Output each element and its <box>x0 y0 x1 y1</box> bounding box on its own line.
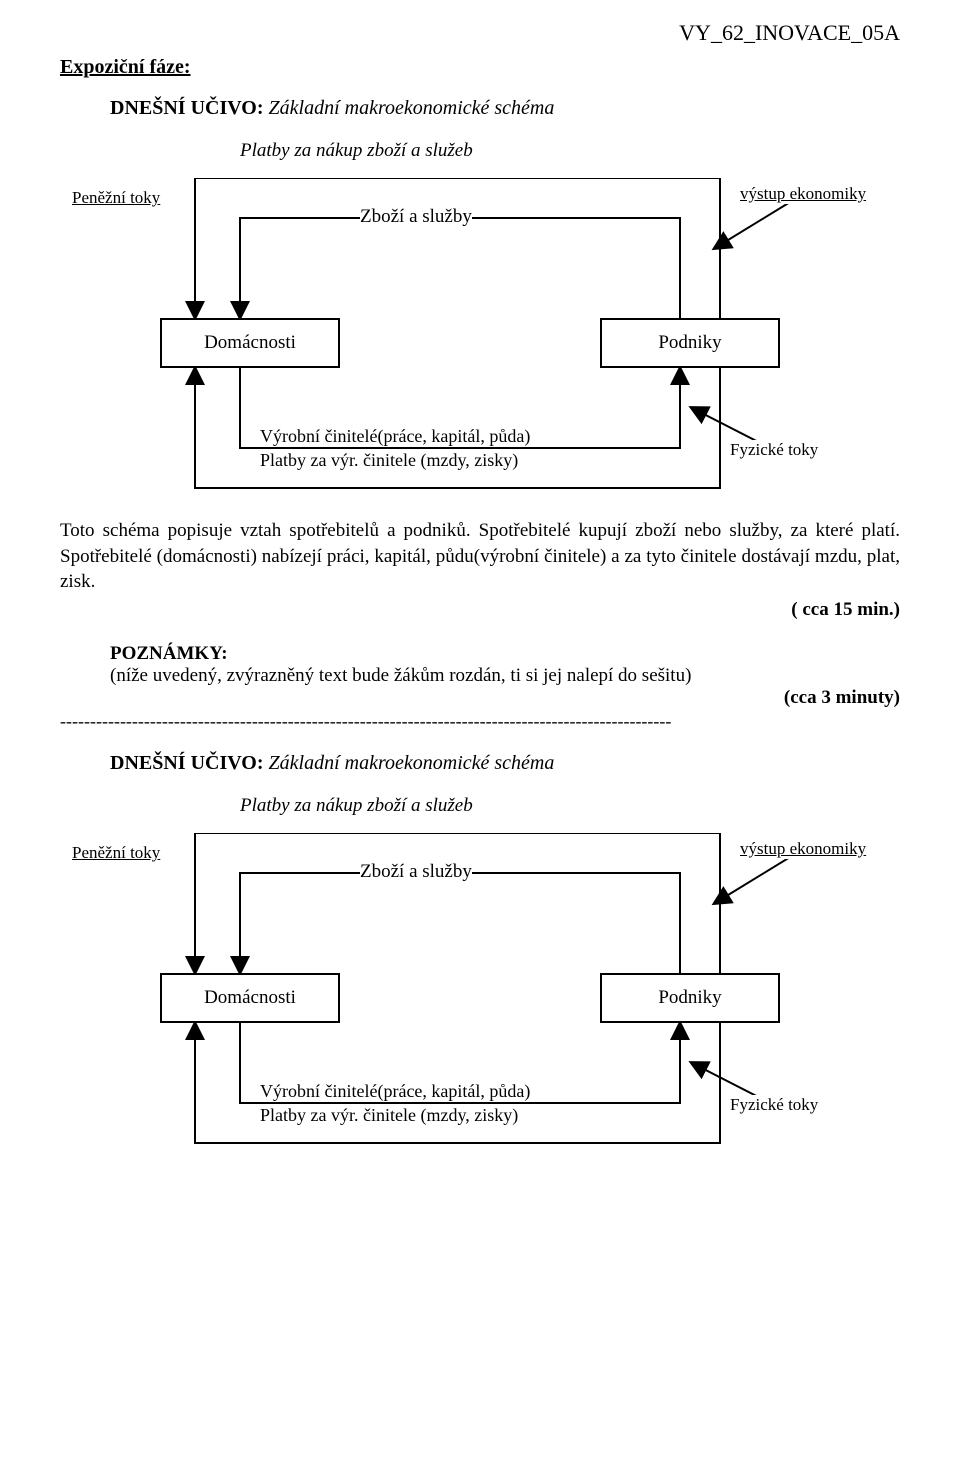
notes-body: (níže uvedený, zvýrazněný text bude žáků… <box>110 665 900 687</box>
box-firms-2: Podniky <box>600 973 780 1023</box>
box-firms: Podniky <box>600 318 780 368</box>
left-flow-label-2: Peněžní toky <box>72 843 160 863</box>
separator-dashes: ----------------------------------------… <box>60 711 900 732</box>
lesson-topic-2: Základní makroekonomické schéma <box>269 752 555 774</box>
macro-diagram-1: Peněžní toky Zboží a služby výstup ekono… <box>80 178 880 498</box>
left-flow-label: Peněžní toky <box>72 188 160 208</box>
time-note-2: (cca 3 minuty) <box>60 687 900 709</box>
page: VY_62_INOVACE_05A Expoziční fáze: DNEŠNÍ… <box>0 0 960 1203</box>
lesson-line: DNEŠNÍ UČIVO: Základní makroekonomické s… <box>110 97 900 120</box>
section-title: Expoziční fáze: <box>60 56 900 79</box>
macro-diagram-2: Peněžní toky Zboží a služby výstup ekono… <box>80 833 880 1153</box>
box-households: Domácnosti <box>160 318 340 368</box>
diagram-top-label-2: Platby za nákup zboží a služeb <box>240 795 900 817</box>
right-flow-label: výstup ekonomiky <box>740 184 866 204</box>
lesson-topic: Základní makroekonomické schéma <box>269 97 555 119</box>
bottom-right-flow: Fyzické toky <box>730 440 818 460</box>
lesson-label-2: DNEŠNÍ UČIVO: <box>110 752 264 774</box>
lesson-label: DNEŠNÍ UČIVO: <box>110 97 264 119</box>
center-label: Zboží a služby <box>360 206 472 228</box>
center-label-2: Zboží a služby <box>360 861 472 883</box>
time-note-1: ( cca 15 min.) <box>60 599 900 621</box>
bottom-line1-2: Výrobní činitelé(práce, kapitál, půda) <box>260 1081 530 1102</box>
explanation-paragraph: Toto schéma popisuje vztah spotřebitelů … <box>60 518 900 595</box>
diagram-top-label: Platby za nákup zboží a služeb <box>240 140 900 162</box>
header-code: VY_62_INOVACE_05A <box>60 20 900 46</box>
bottom-line2: Platby za výr. činitele (mzdy, zisky) <box>260 450 518 471</box>
notes-heading: POZNÁMKY: <box>110 643 900 665</box>
lesson-line-2: DNEŠNÍ UČIVO: Základní makroekonomické s… <box>110 752 900 775</box>
box-households-2: Domácnosti <box>160 973 340 1023</box>
bottom-line2-2: Platby za výr. činitele (mzdy, zisky) <box>260 1105 518 1126</box>
right-flow-label-2: výstup ekonomiky <box>740 839 866 859</box>
bottom-line1: Výrobní činitelé(práce, kapitál, půda) <box>260 426 530 447</box>
bottom-right-flow-2: Fyzické toky <box>730 1095 818 1115</box>
